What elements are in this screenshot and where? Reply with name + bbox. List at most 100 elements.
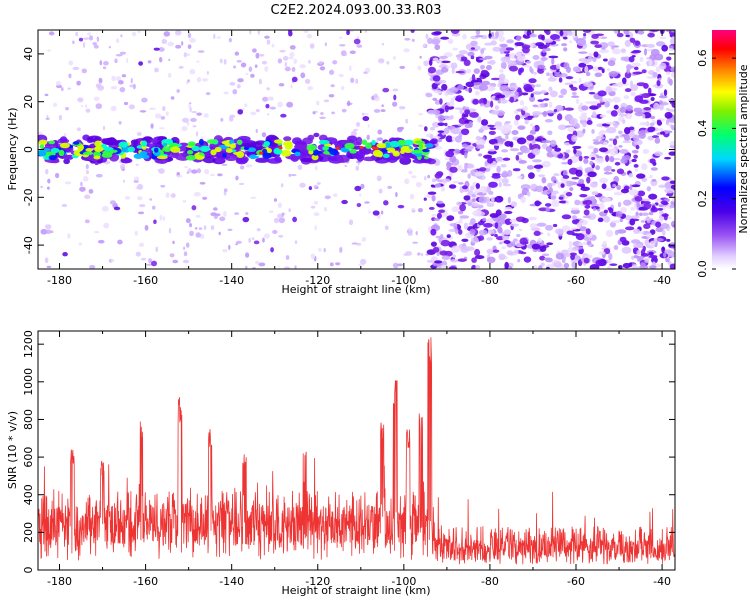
heatmap-cell bbox=[175, 44, 182, 49]
heatmap-cell bbox=[609, 148, 619, 156]
heatmap-cell bbox=[494, 121, 503, 127]
heatmap-cell bbox=[481, 69, 489, 74]
heatmap-cell bbox=[565, 149, 571, 154]
heatmap-cell bbox=[292, 216, 297, 223]
heatmap-cell bbox=[141, 140, 148, 147]
heatmap-cell bbox=[371, 139, 376, 146]
heatmap-cell bbox=[639, 99, 649, 104]
heatmap-cell bbox=[431, 82, 438, 90]
heatmap-cell bbox=[646, 186, 652, 192]
heatmap-cell bbox=[611, 83, 621, 87]
heatmap-cell bbox=[314, 224, 317, 231]
heatmap-cell bbox=[477, 221, 485, 226]
heatmap-cell bbox=[189, 37, 196, 43]
heatmap-cell bbox=[530, 68, 534, 74]
heatmap-cell bbox=[273, 147, 283, 155]
heatmap-cell bbox=[288, 173, 292, 177]
heatmap-cell bbox=[251, 266, 257, 269]
heatmap-cell bbox=[566, 230, 575, 235]
heatmap-cell bbox=[630, 215, 640, 219]
heatmap-cell bbox=[423, 156, 430, 160]
heatmap-cell bbox=[517, 125, 526, 130]
heatmap-cell bbox=[545, 206, 550, 213]
heatmap-cell bbox=[475, 264, 481, 269]
heatmap-cell bbox=[548, 55, 559, 59]
heatmap-cell bbox=[528, 172, 535, 179]
heatmap-y-axis-label: Frequency (Hz) bbox=[6, 108, 19, 191]
heatmap-cell bbox=[632, 71, 642, 75]
heatmap-cell bbox=[459, 215, 470, 219]
heatmap-cell bbox=[267, 96, 274, 101]
heatmap-cell bbox=[510, 223, 519, 227]
heatmap-cell bbox=[502, 183, 512, 187]
heatmap-cell bbox=[392, 150, 400, 157]
heatmap-cell bbox=[168, 227, 172, 234]
heatmap-cell bbox=[318, 247, 322, 252]
snr-x-tick-label: -180 bbox=[47, 575, 72, 588]
heatmap-cell bbox=[482, 189, 486, 194]
heatmap-cell bbox=[578, 62, 587, 68]
heatmap-cell bbox=[658, 127, 664, 132]
heatmap-cell bbox=[229, 114, 236, 118]
heatmap-cell bbox=[310, 253, 316, 260]
heatmap-cell bbox=[623, 199, 632, 206]
heatmap-cell bbox=[648, 58, 653, 66]
heatmap-cell bbox=[397, 204, 405, 209]
heatmap-cell bbox=[450, 97, 455, 105]
heatmap-cell bbox=[517, 258, 521, 263]
heatmap-cell bbox=[567, 158, 573, 165]
heatmap-cell bbox=[609, 263, 618, 266]
heatmap-cell bbox=[589, 105, 599, 110]
heatmap-cell bbox=[601, 68, 605, 74]
heatmap-cell bbox=[623, 126, 631, 135]
heatmap-cell bbox=[218, 231, 221, 236]
heatmap-cell bbox=[439, 79, 447, 84]
heatmap-cell bbox=[596, 103, 602, 108]
heatmap-cell bbox=[101, 205, 109, 212]
heatmap-cell bbox=[569, 117, 578, 125]
heatmap-cell bbox=[284, 61, 288, 68]
heatmap-cell bbox=[526, 165, 534, 170]
heatmap-cell bbox=[639, 129, 646, 136]
heatmap-cell bbox=[429, 126, 436, 131]
heatmap-cell bbox=[580, 231, 588, 234]
snr-x-tick-label: -40 bbox=[653, 575, 671, 588]
heatmap-cell bbox=[499, 84, 509, 92]
heatmap-cell bbox=[460, 56, 468, 62]
heatmap-cell bbox=[167, 41, 175, 47]
heatmap-cell bbox=[655, 41, 666, 47]
heatmap-cell bbox=[223, 190, 227, 196]
heatmap-cell bbox=[287, 141, 293, 148]
heatmap-cell bbox=[48, 140, 56, 145]
heatmap-cell bbox=[501, 149, 509, 153]
heatmap-cell bbox=[189, 230, 194, 237]
heatmap-cell bbox=[595, 165, 600, 171]
heatmap-cell bbox=[582, 215, 592, 219]
heatmap-cell bbox=[278, 83, 285, 87]
heatmap-cell bbox=[498, 213, 507, 220]
heatmap-cell bbox=[307, 86, 314, 91]
heatmap-cell bbox=[77, 97, 84, 103]
heatmap-cell bbox=[306, 144, 317, 151]
heatmap-cell bbox=[469, 111, 479, 118]
heatmap-cell bbox=[658, 184, 666, 188]
heatmap-cell bbox=[562, 157, 566, 161]
heatmap-cell bbox=[480, 64, 486, 69]
heatmap-cell bbox=[186, 121, 190, 126]
heatmap-cell bbox=[432, 109, 441, 115]
heatmap-cell bbox=[349, 65, 352, 72]
heatmap-cell bbox=[136, 131, 142, 136]
heatmap-cell bbox=[366, 134, 370, 141]
heatmap-cell bbox=[188, 103, 191, 109]
heatmap-cell bbox=[603, 216, 611, 223]
heatmap-cell bbox=[163, 31, 171, 37]
heatmap-cell bbox=[471, 193, 476, 198]
heatmap-cell bbox=[492, 249, 500, 253]
heatmap-cell bbox=[516, 35, 522, 42]
heatmap-cell bbox=[486, 256, 496, 264]
heatmap-cell bbox=[446, 162, 453, 166]
heatmap-cell bbox=[648, 193, 658, 200]
heatmap-cell bbox=[571, 95, 580, 99]
heatmap-cell bbox=[490, 77, 501, 81]
heatmap-cell bbox=[455, 70, 465, 74]
